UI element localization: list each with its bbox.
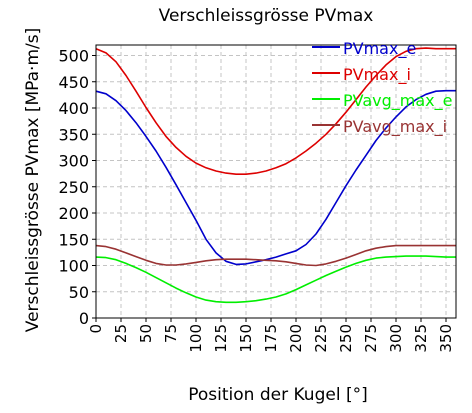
grid-lines xyxy=(95,45,456,319)
x-tick-label: 275 xyxy=(362,324,380,353)
y-tick-label: 450 xyxy=(58,73,89,92)
y-tick-label: 0 xyxy=(79,309,89,328)
axis-ticks xyxy=(92,55,447,322)
x-tick-label: 150 xyxy=(237,324,255,353)
x-tick-label: 250 xyxy=(337,324,355,353)
x-tick-label: 0 xyxy=(87,324,105,334)
y-tick-label: 350 xyxy=(58,125,89,144)
x-tick-label: 175 xyxy=(262,324,280,353)
x-axis-label: Position der Kugel [°] xyxy=(188,385,367,405)
legend: PVmax_e PVmax_i PVavg_max_e PVavg_max_i xyxy=(312,39,452,137)
y-tick-label: 300 xyxy=(58,152,89,171)
legend-label: PVavg_max_e xyxy=(343,91,452,111)
legend-label: PVavg_max_i xyxy=(343,117,447,137)
x-tick-label: 25 xyxy=(112,324,130,343)
y-axis-label: Verschleissgrösse PVmax [MPa·m/s] xyxy=(23,28,43,332)
x-tick-label: 50 xyxy=(137,324,155,343)
y-tick-labels: 0 50 100 150 200 250 300 350 400 450 500 xyxy=(58,47,89,329)
series-line-pvmax-i xyxy=(95,47,456,175)
series-line-pvavg-max-e xyxy=(95,255,456,304)
legend-label: PVmax_i xyxy=(343,65,411,85)
series-layer xyxy=(95,47,456,304)
series-line-pvavg-max-i xyxy=(95,244,456,267)
y-tick-label: 400 xyxy=(58,99,89,118)
plot-frame xyxy=(95,44,457,319)
x-tick-label: 325 xyxy=(412,324,430,353)
x-tick-label: 125 xyxy=(212,324,230,353)
y-tick-label: 200 xyxy=(58,204,89,223)
x-tick-label: 225 xyxy=(312,324,330,353)
x-tick-labels: 0 25 50 75 100 125 150 175 200 225 250 275 300 325 350 xyxy=(87,324,455,353)
y-tick-label: 500 xyxy=(58,47,89,66)
y-tick-label: 100 xyxy=(58,257,89,276)
x-tick-label: 350 xyxy=(437,324,455,353)
legend-label: PVmax_e xyxy=(343,39,416,59)
x-tick-label: 75 xyxy=(162,324,180,343)
y-tick-label: 250 xyxy=(58,178,89,197)
y-tick-label: 150 xyxy=(58,230,89,249)
series-line-pvmax-e xyxy=(95,89,456,266)
x-tick-label: 100 xyxy=(187,324,205,353)
y-tick-label: 50 xyxy=(69,283,89,302)
x-tick-label: 300 xyxy=(387,324,405,353)
chart-title: Verschleissgrösse PVmax xyxy=(159,6,374,26)
x-tick-label: 200 xyxy=(287,324,305,353)
